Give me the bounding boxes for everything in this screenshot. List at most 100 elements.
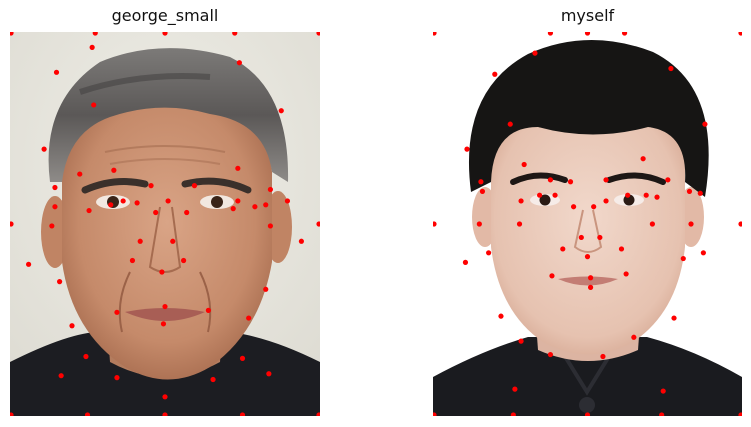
landmark-point: [686, 188, 693, 194]
landmark-point: [170, 238, 176, 244]
panel-title: george_small: [111, 6, 219, 25]
landmark-point: [10, 32, 14, 36]
landmark-point: [547, 32, 554, 36]
landmark-point: [567, 179, 574, 185]
landmark-point: [162, 303, 168, 310]
landmark-point: [246, 315, 252, 321]
landmark-point: [41, 146, 47, 152]
landmark-point: [560, 246, 566, 252]
landmark-point: [547, 351, 554, 358]
landmark-point: [230, 206, 236, 212]
landmark-point: [252, 204, 258, 210]
landmark-point: [623, 271, 629, 277]
landmark-point: [618, 246, 625, 252]
landmark-point: [702, 121, 708, 127]
landmark-point: [91, 102, 97, 108]
landmark-point: [53, 69, 60, 75]
landmark-point: [738, 412, 742, 416]
landmark-point: [58, 373, 64, 379]
landmark-point: [547, 177, 554, 183]
landmark-point: [433, 221, 437, 227]
landmark-point: [518, 338, 524, 344]
landmark-point: [235, 165, 241, 171]
landmark-points-george: [10, 32, 320, 416]
landmark-point: [316, 221, 320, 227]
landmark-point: [433, 412, 437, 416]
landmark-point: [49, 223, 55, 229]
landmark-point: [298, 238, 304, 244]
landmark-point: [660, 388, 666, 394]
landmark-point: [597, 234, 603, 241]
landmark-point: [165, 198, 171, 204]
landmark-point: [680, 255, 686, 262]
landmark-point: [603, 198, 609, 204]
landmark-point: [137, 238, 143, 244]
landmark-point: [134, 200, 140, 206]
landmark-point: [205, 307, 211, 313]
landmark-point: [659, 412, 665, 416]
landmark-point: [284, 198, 291, 204]
landmark-point: [111, 167, 117, 173]
landmark-point: [603, 177, 609, 183]
landmark-point: [697, 190, 703, 196]
landmark-point: [738, 32, 742, 36]
landmark-point: [77, 171, 83, 177]
landmark-point: [584, 412, 591, 416]
landmark-point: [108, 202, 114, 208]
landmark-point: [239, 412, 246, 416]
landmark-point: [600, 353, 606, 360]
landmark-point: [688, 221, 694, 227]
landmark-point: [89, 44, 95, 50]
landmark-point: [578, 234, 584, 241]
landmark-point: [478, 179, 484, 185]
landmark-point: [162, 412, 168, 416]
landmark-point: [86, 207, 92, 214]
landmark-point: [267, 223, 273, 229]
landmark-point: [162, 394, 168, 400]
landmark-point: [552, 192, 558, 198]
landmark-point: [512, 386, 518, 392]
landmark-point: [266, 371, 272, 377]
landmark-point: [114, 375, 120, 381]
landmark-point: [267, 186, 273, 193]
landmark-point: [114, 309, 120, 315]
landmark-point: [10, 412, 14, 416]
landmark-point: [191, 183, 198, 189]
landmark-point: [510, 412, 516, 416]
landmark-point: [668, 65, 674, 72]
landmark-point: [92, 32, 98, 36]
landmark-point: [263, 202, 269, 208]
landmark-point: [516, 221, 523, 227]
landmark-point: [26, 261, 32, 267]
landmark-point: [160, 321, 167, 327]
landmark-point: [507, 121, 513, 127]
landmark-point: [462, 259, 469, 265]
landmark-point: [486, 250, 492, 256]
landmark-point: [83, 353, 89, 360]
landmark-point: [518, 198, 524, 204]
landmark-point: [57, 279, 63, 285]
landmark-point: [621, 32, 628, 36]
landmark-point: [498, 313, 504, 319]
landmark-points-myself: [433, 32, 742, 416]
landmark-point: [236, 60, 242, 66]
landmark-point: [549, 273, 555, 279]
landmark-point: [587, 275, 594, 281]
landmark-point: [159, 269, 165, 275]
landmark-point: [665, 177, 671, 183]
landmark-point: [640, 156, 646, 162]
face-photo-myself: [433, 32, 742, 416]
landmark-point: [120, 198, 126, 204]
landmark-point: [738, 221, 742, 227]
landmark-point: [84, 412, 91, 416]
landmark-point: [239, 355, 246, 361]
face-photo-art: [10, 32, 320, 416]
landmark-point: [570, 204, 577, 210]
landmark-point: [671, 315, 677, 321]
landmark-point: [631, 334, 637, 340]
landmark-point: [584, 32, 591, 36]
landmark-point: [153, 209, 159, 216]
landmark-point: [69, 323, 75, 329]
landmark-point: [184, 209, 190, 216]
panel-title: myself: [560, 6, 615, 25]
